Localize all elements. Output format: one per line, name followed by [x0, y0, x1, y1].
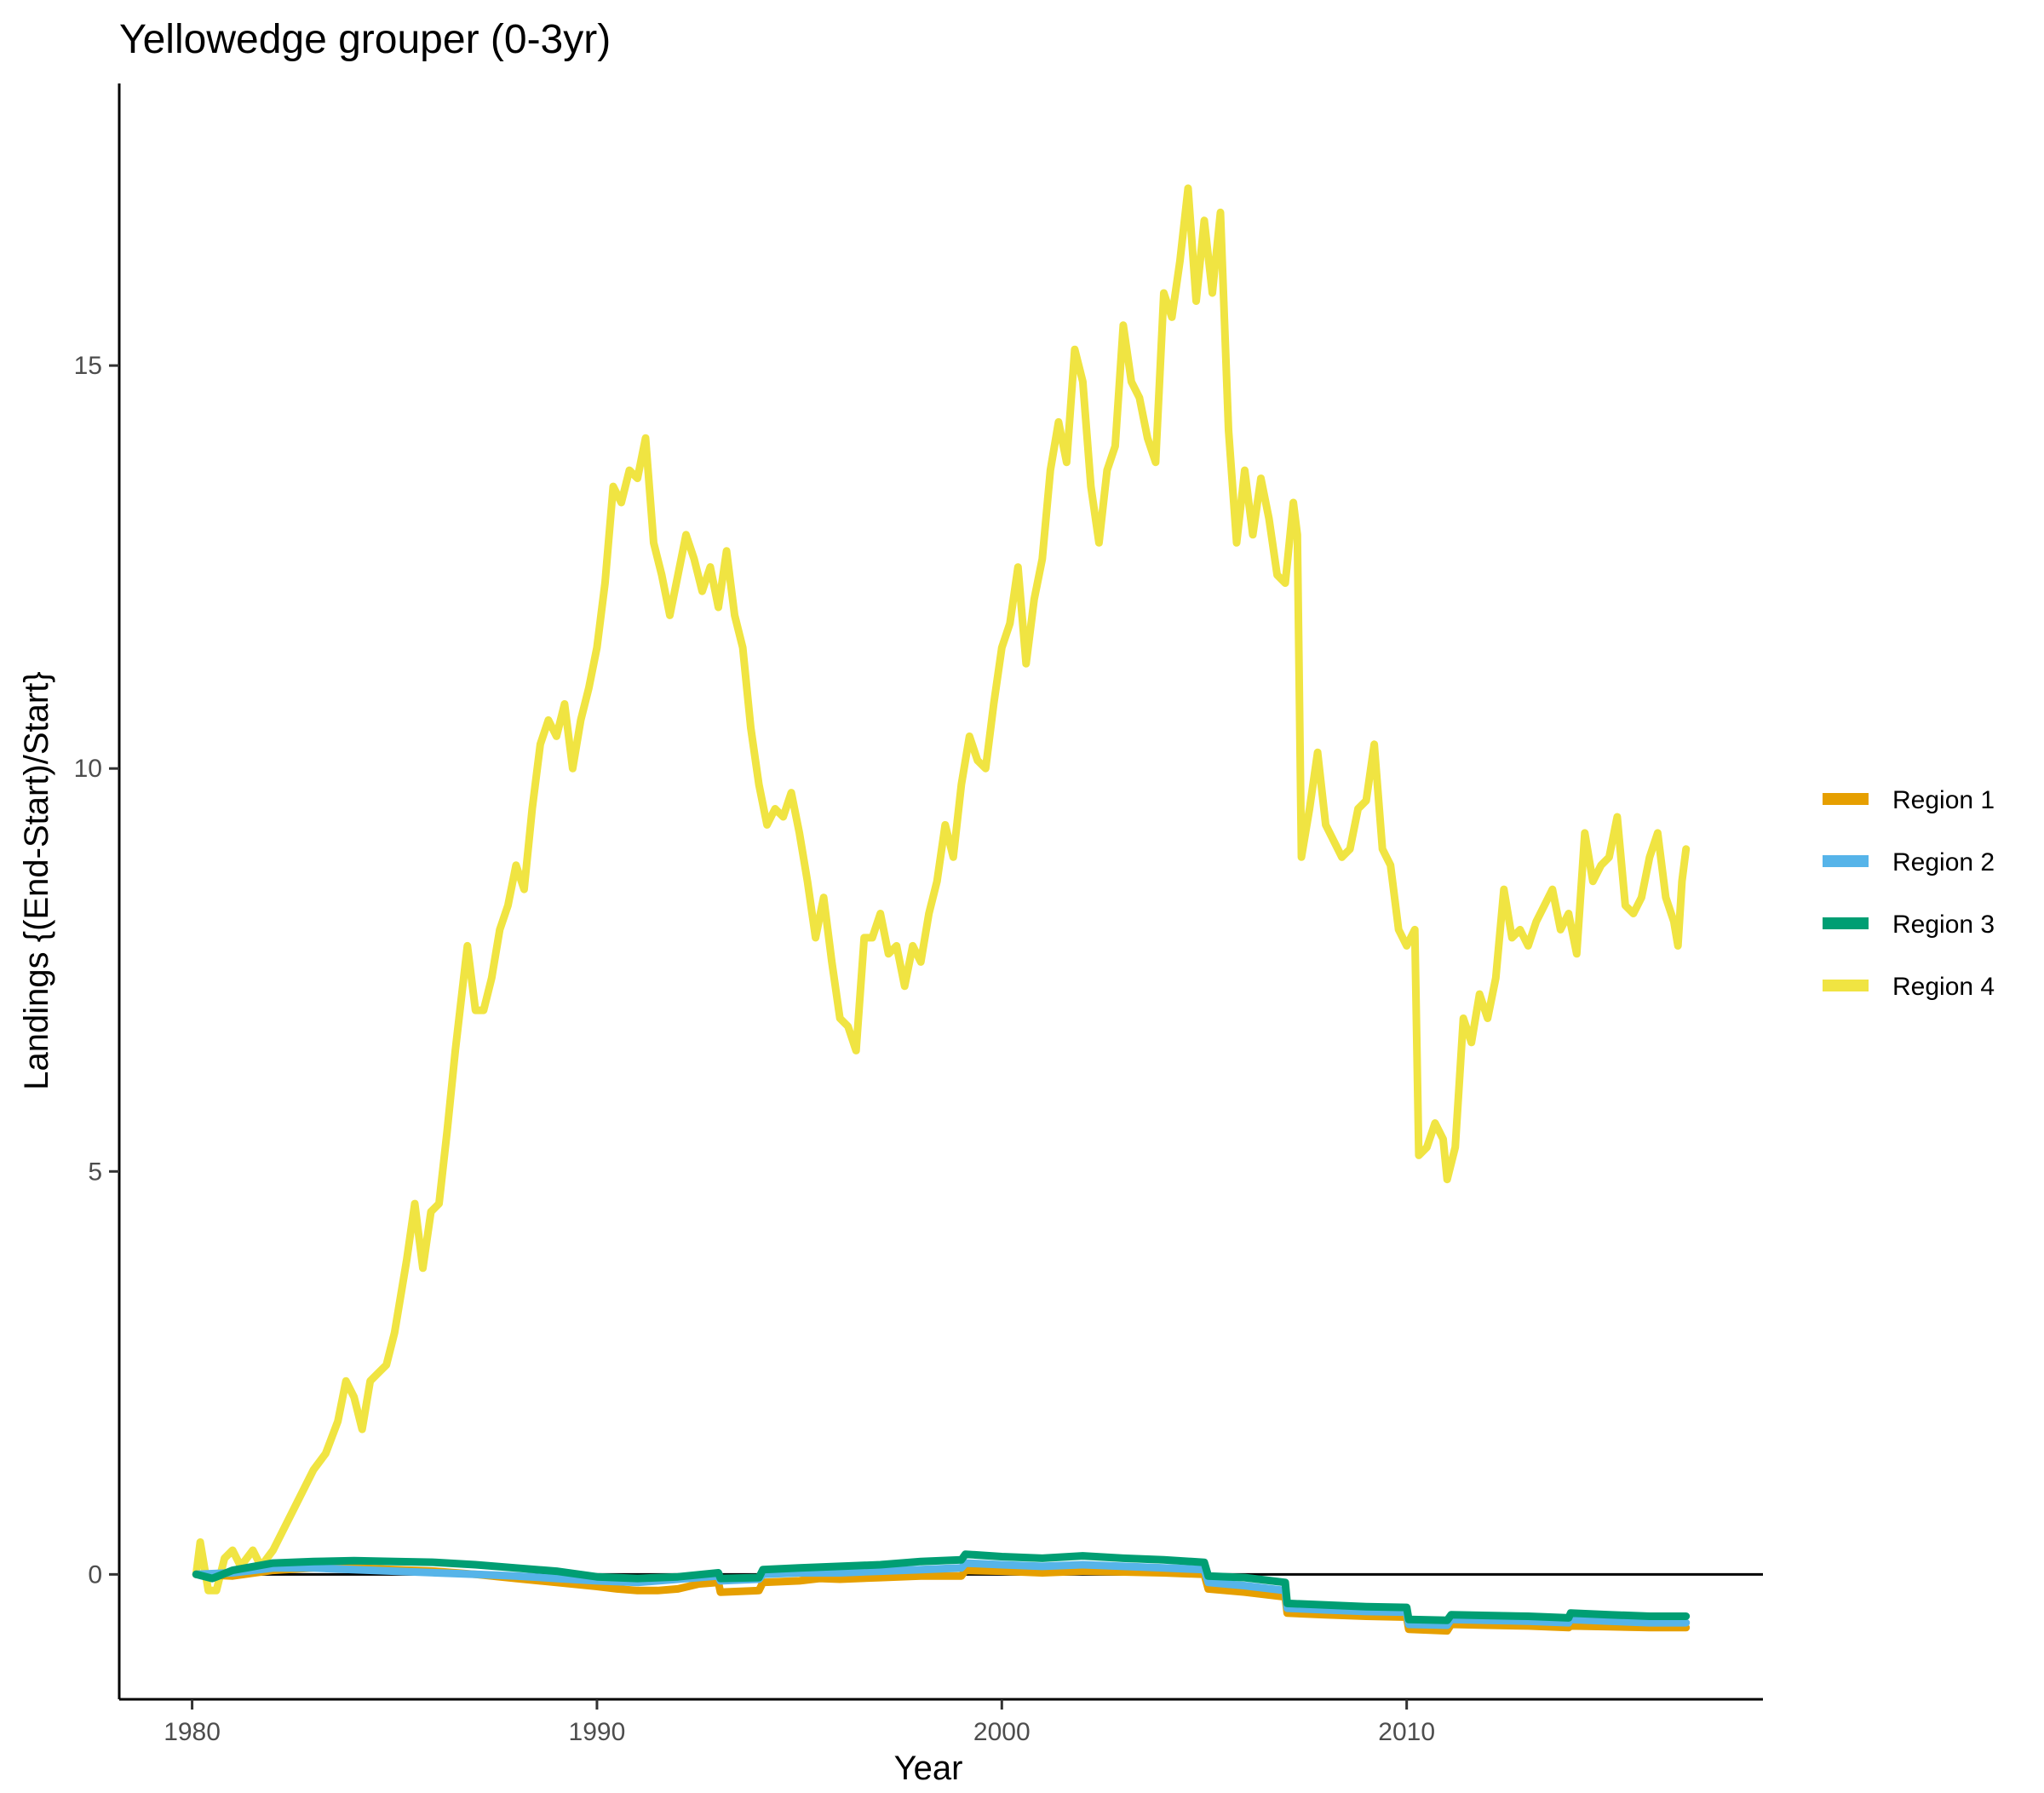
legend-label-region-3: Region 3 [1892, 911, 1995, 939]
legend-swatch-region-3 [1823, 917, 1869, 929]
x-axis-title: Year [894, 1750, 963, 1787]
legend-swatch-region-4 [1823, 980, 1869, 991]
axes-group: 1980 1990 2000 2010 0 5 10 15 [74, 83, 1763, 1746]
chart-title: Yellowedge grouper (0-3yr) [119, 17, 611, 62]
y-tick-label: 0 [88, 1560, 102, 1589]
legend-swatch-region-2 [1823, 855, 1869, 867]
y-tick-label: 10 [74, 755, 102, 783]
series-line-region-3 [192, 1550, 1691, 1624]
legend: Region 1 Region 2 Region 3 Region 4 [1823, 786, 1995, 1001]
legend-label-region-2: Region 2 [1892, 848, 1995, 876]
series-group [192, 184, 1763, 1635]
legend-swatch-region-1 [1823, 793, 1869, 805]
series-line-region-4 [192, 184, 1691, 1595]
legend-label-region-4: Region 4 [1892, 973, 1995, 1001]
y-tick-label: 5 [88, 1158, 102, 1186]
legend-label-region-1: Region 1 [1892, 786, 1995, 814]
x-tick-label: 2010 [1378, 1718, 1435, 1746]
x-tick-label: 1990 [569, 1718, 626, 1746]
x-tick-label: 2000 [973, 1718, 1031, 1746]
y-axis-title: Landings {(End-Start)/Start} [18, 671, 55, 1089]
x-tick-label: 1980 [164, 1718, 221, 1746]
y-tick-label: 15 [74, 352, 102, 380]
